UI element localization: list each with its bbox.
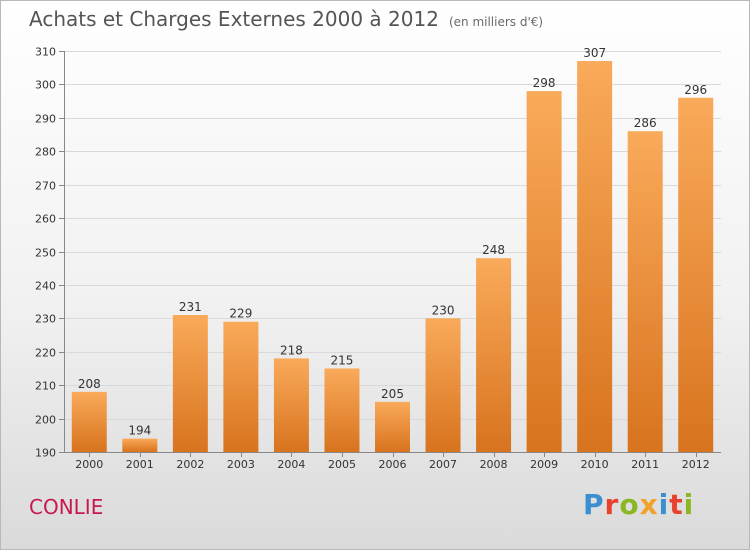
- x-tick-label-2009: 2009: [530, 458, 558, 471]
- x-tick-label-2006: 2006: [379, 458, 407, 471]
- y-tick-label-190: 190: [35, 447, 56, 460]
- bar-2010: [577, 61, 613, 453]
- bar-2000: [71, 391, 107, 452]
- x-tick-label-2003: 2003: [227, 458, 255, 471]
- data-label-2012: 296: [684, 83, 707, 97]
- bar-2001: [122, 438, 158, 452]
- x-tick-label-2001: 2001: [126, 458, 154, 471]
- x-tick-label-2000: 2000: [75, 458, 103, 471]
- bar-2002: [172, 314, 208, 452]
- labels: 190 200 210 220 230 240 250 260 270 280 290 300 310 2…: [35, 46, 710, 472]
- bar-2012: [678, 97, 714, 453]
- logo-letter: r: [604, 488, 620, 521]
- y-tick-label-300: 300: [35, 79, 56, 92]
- x-tick-label-2007: 2007: [429, 458, 457, 471]
- data-label-2002: 231: [179, 300, 202, 314]
- x-tick-label-2004: 2004: [277, 458, 305, 471]
- logo-letter: i: [683, 488, 695, 521]
- y-tick-label-230: 230: [35, 313, 56, 326]
- bar-2008: [476, 258, 512, 452]
- x-tick-label-2005: 2005: [328, 458, 356, 471]
- place-name: CONLIE: [29, 495, 104, 519]
- grid-lines: [64, 51, 721, 420]
- y-tick-label-200: 200: [35, 414, 56, 427]
- y-tick-label-240: 240: [35, 280, 56, 293]
- logo-letter: i: [658, 488, 670, 521]
- data-label-2000: 208: [78, 377, 101, 391]
- data-label-2005: 215: [331, 353, 354, 367]
- y-tick-label-250: 250: [35, 247, 56, 260]
- logo-letter: o: [619, 488, 640, 521]
- y-tick-label-220: 220: [35, 347, 56, 360]
- logo-letter: x: [639, 488, 659, 521]
- y-tick-label-280: 280: [35, 146, 56, 159]
- y-tick-label-210: 210: [35, 380, 56, 393]
- logo-letter: P: [583, 488, 605, 521]
- chart-subtitle: (en milliers d'€): [448, 15, 544, 29]
- data-label-2010: 307: [583, 46, 606, 60]
- bar-2003: [223, 321, 259, 452]
- proxiti-logo[interactable]: Proxiti: [583, 488, 694, 521]
- x-tick-label-2011: 2011: [631, 458, 659, 471]
- x-tick-label-2008: 2008: [480, 458, 508, 471]
- bar-2004: [273, 358, 309, 452]
- y-tick-label-290: 290: [35, 113, 56, 126]
- data-label-2008: 248: [482, 243, 505, 257]
- x-tick-label-2010: 2010: [581, 458, 609, 471]
- data-label-2004: 218: [280, 343, 303, 357]
- bar-2009: [526, 91, 562, 452]
- data-label-2009: 298: [533, 76, 556, 90]
- y-tick-label-260: 260: [35, 213, 56, 226]
- y-tick-label-270: 270: [35, 180, 56, 193]
- logo-letter: t: [669, 488, 684, 521]
- chart-title-text: Achats et Charges Externes 2000 à 2012: [29, 7, 439, 31]
- bar-2006: [375, 401, 410, 452]
- y-tick-label-310: 310: [35, 46, 56, 59]
- chart-title: Achats et Charges Externes 2000 à 2012 (e…: [29, 7, 543, 31]
- data-label-2006: 205: [381, 387, 404, 401]
- data-label-2007: 230: [432, 303, 455, 317]
- bars: [71, 61, 714, 453]
- axes: [59, 51, 721, 457]
- bar-2007: [425, 318, 461, 452]
- data-label-2003: 229: [229, 307, 252, 321]
- x-tick-label-2002: 2002: [176, 458, 204, 471]
- data-label-2001: 194: [128, 424, 151, 438]
- data-label-2011: 286: [634, 116, 657, 130]
- bar-2011: [627, 131, 663, 452]
- x-tick-label-2012: 2012: [682, 458, 710, 471]
- bar-2005: [324, 368, 360, 452]
